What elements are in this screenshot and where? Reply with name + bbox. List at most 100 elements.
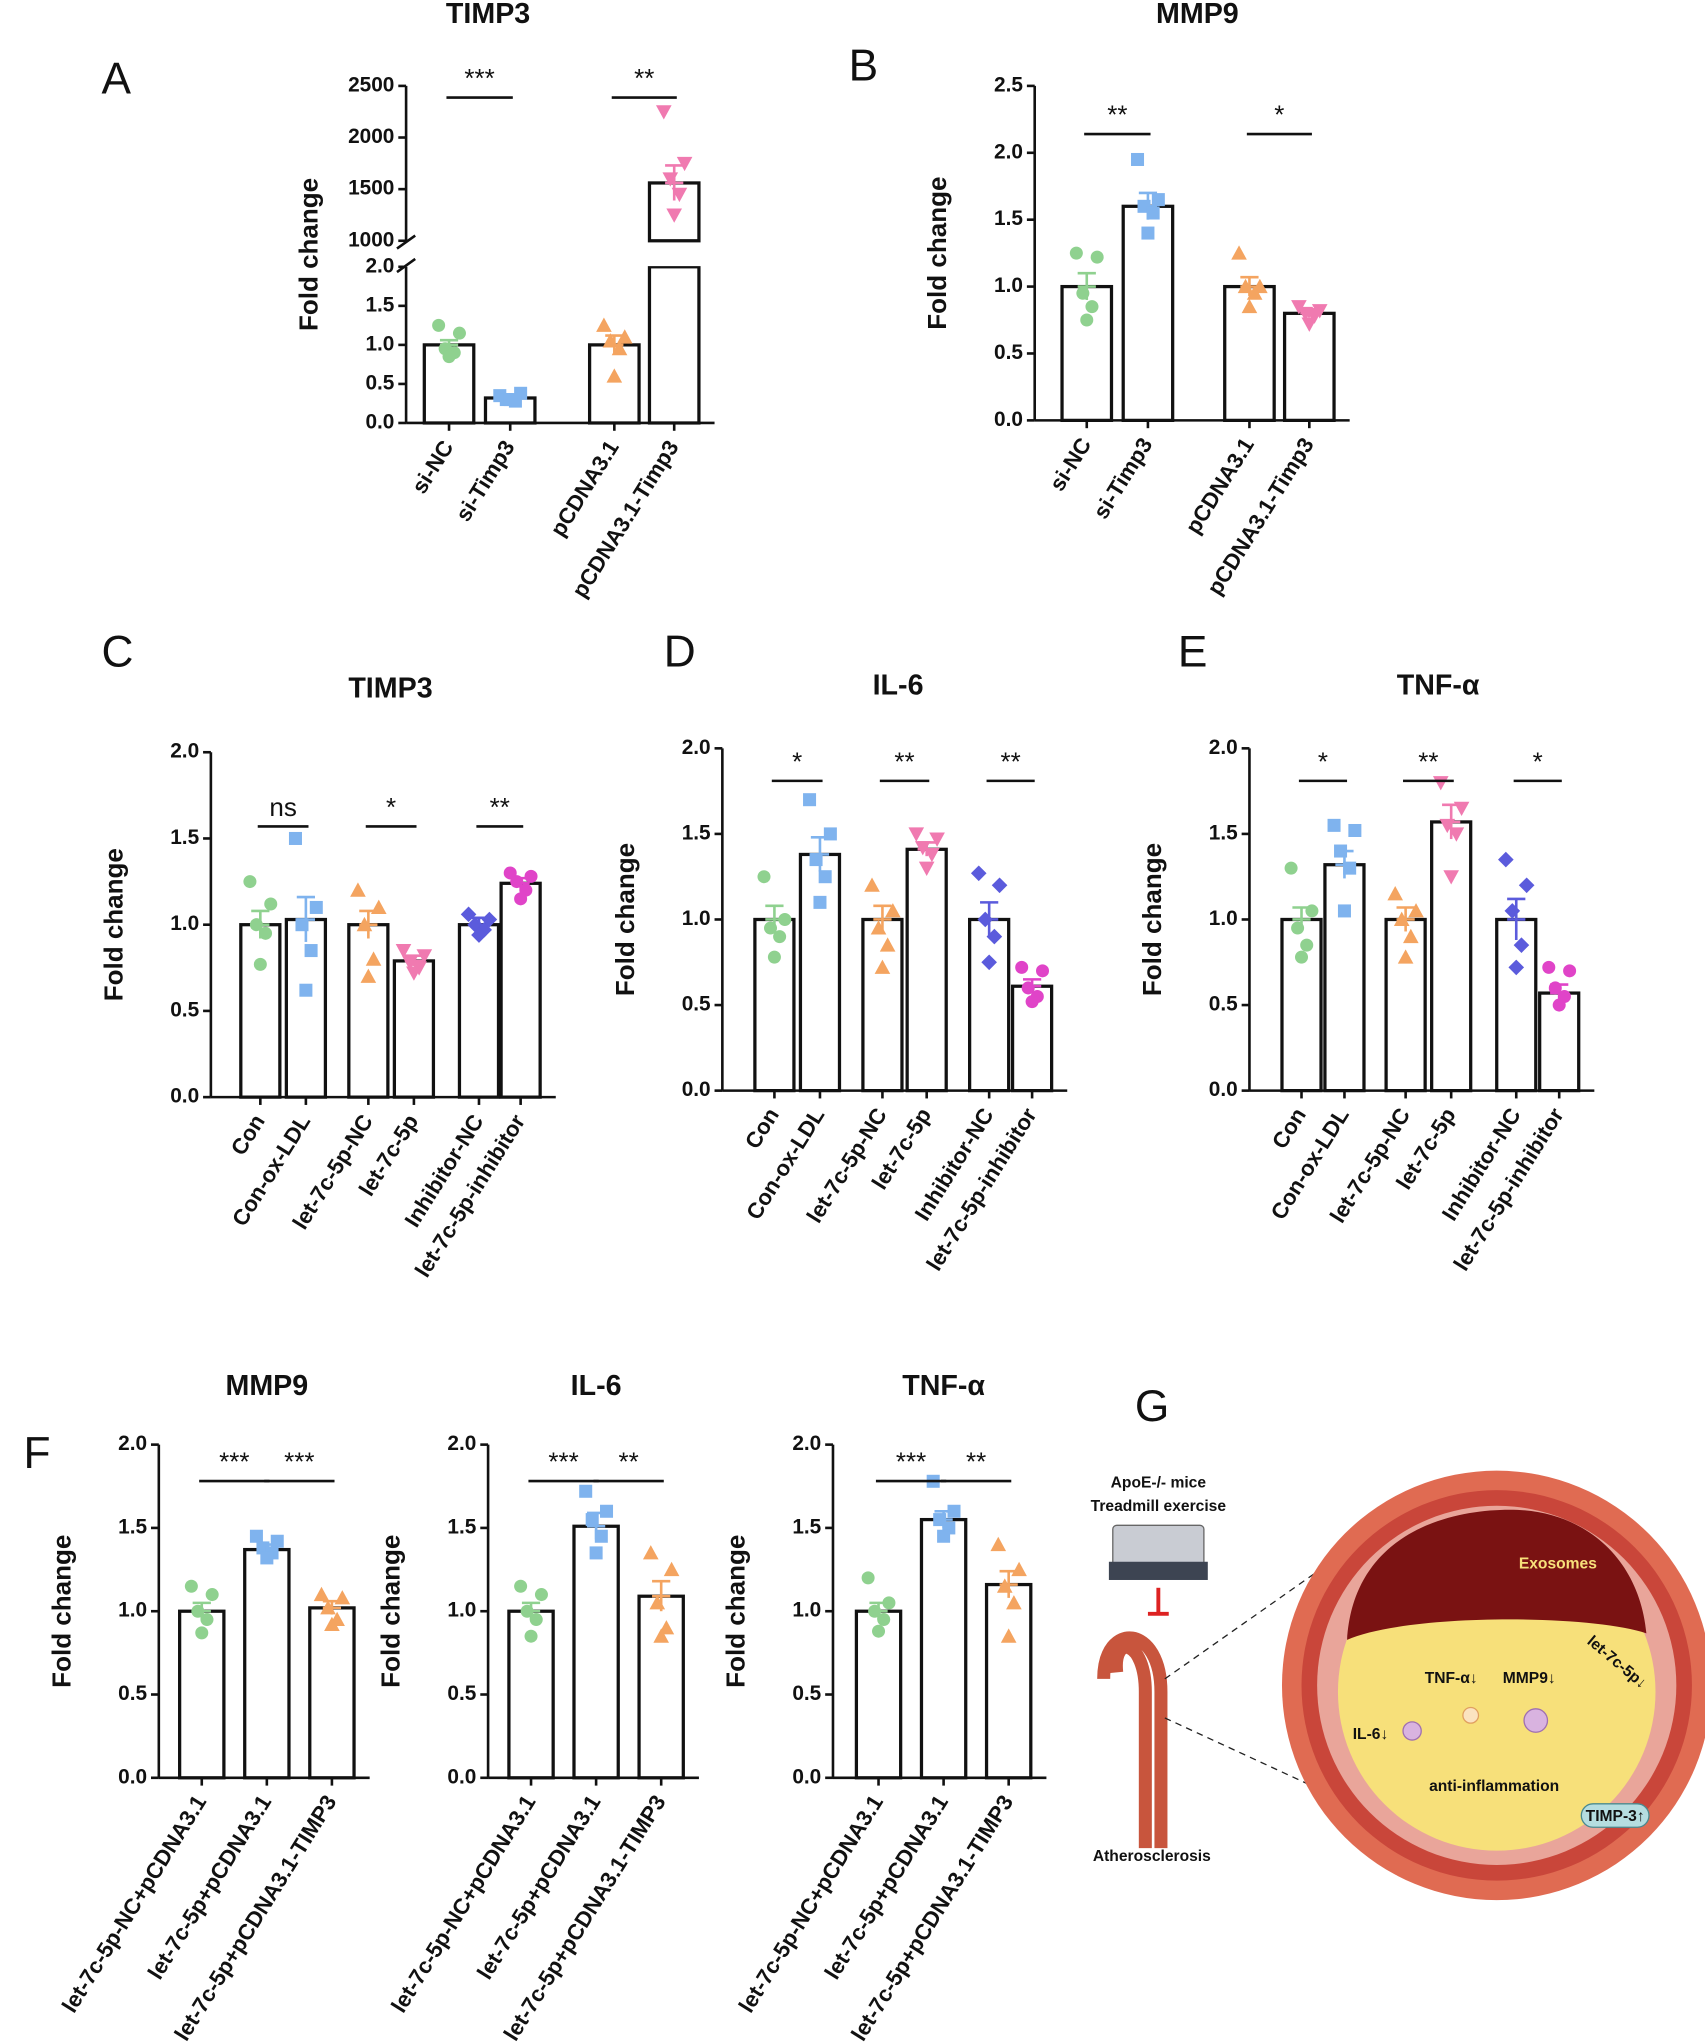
y-tick-label: 0.5 (1209, 993, 1238, 1016)
chart-title: TNF-α (902, 1370, 985, 1402)
point (1305, 904, 1319, 918)
point (1403, 928, 1419, 944)
x-tick-label: pCDNA3.1-Timp3 (1202, 433, 1319, 599)
point (249, 918, 263, 932)
aorta (1097, 1631, 1168, 1849)
point (295, 918, 309, 932)
point (977, 911, 994, 928)
point (1300, 938, 1314, 952)
point (649, 1595, 666, 1610)
timp3-label: TIMP-3↑ (1586, 1808, 1645, 1825)
bar (798, 852, 842, 1093)
point (653, 1628, 669, 1643)
chart-title: TIMP3 (446, 0, 530, 30)
y-tick-label: 2000 (348, 125, 394, 148)
point (908, 827, 925, 842)
point (1025, 995, 1039, 1009)
y-axis-label: Fold change (610, 843, 640, 996)
panel-letter: B (849, 42, 879, 91)
point (655, 105, 672, 120)
significance-label: * (1533, 746, 1543, 776)
point (885, 903, 901, 918)
point (589, 1546, 603, 1560)
y-tick-label: 0.0 (170, 1085, 199, 1108)
point (803, 793, 817, 807)
point (809, 853, 823, 867)
y-tick-label: 0.5 (118, 1682, 147, 1705)
point (879, 937, 896, 952)
point (259, 926, 273, 940)
y-tick-label: 2.0 (118, 1432, 147, 1455)
point (313, 1586, 330, 1602)
chart-title: MMP9 (1156, 0, 1239, 30)
point (918, 861, 935, 876)
exosomes-label: Exosomes (1519, 1555, 1597, 1572)
bar (1323, 863, 1366, 1093)
panel-letter: C (102, 627, 134, 676)
point (663, 1561, 680, 1577)
y-tick-label: 1.0 (792, 1599, 821, 1622)
timp3-badge (1580, 1803, 1650, 1828)
y-axis-label: Fold change (922, 177, 952, 330)
point (270, 1534, 284, 1548)
y-tick-label: 2.0 (682, 736, 711, 759)
significance-label: *** (284, 1447, 314, 1477)
point (1241, 298, 1258, 314)
point (981, 954, 997, 971)
point (200, 1613, 214, 1627)
point (184, 1579, 198, 1593)
point (304, 944, 318, 958)
bar (905, 847, 948, 1093)
panel-letter: G (1135, 1382, 1169, 1431)
point (460, 906, 477, 923)
y-tick-label: 2.0 (994, 140, 1023, 163)
point (1141, 226, 1155, 240)
point (600, 1504, 614, 1518)
point (671, 187, 688, 203)
point (924, 847, 940, 863)
y-tick-label: 1.5 (994, 207, 1023, 230)
point (334, 1590, 351, 1605)
point (524, 869, 538, 883)
bar (919, 1517, 968, 1780)
bar (984, 1582, 1033, 1780)
point (990, 1536, 1007, 1552)
y-tick-label: 1.0 (994, 274, 1023, 297)
y-tick-label: 0.0 (118, 1765, 147, 1788)
chart-title: TNF-α (1397, 670, 1480, 702)
y-tick-label: 2500 (348, 73, 394, 96)
point (666, 208, 683, 223)
bar (347, 923, 390, 1099)
point (1439, 818, 1456, 834)
point (370, 899, 387, 914)
point (914, 841, 931, 856)
y-tick-label: 1.5 (682, 821, 711, 844)
y-tick-label: 1.0 (682, 907, 711, 930)
dash-line (1164, 1554, 1341, 1680)
mmp9-label: MMP9↓ (1503, 1670, 1556, 1687)
tnf-label: TNF-α↓ (1425, 1670, 1478, 1687)
x-tick-label: si-Timp3 (450, 436, 519, 526)
x-tick-label: si-Timp3 (1088, 433, 1157, 523)
point (243, 875, 257, 889)
y-tick-label: 2.0 (170, 740, 199, 763)
y-tick-label: 1.0 (1209, 907, 1238, 930)
point (764, 921, 778, 935)
point (1000, 1628, 1017, 1643)
bar (587, 343, 641, 425)
bar (392, 959, 436, 1099)
bar (861, 917, 904, 1093)
significance-label: *** (464, 63, 494, 93)
point (350, 882, 366, 897)
x-tick-label: Con (740, 1103, 784, 1153)
point (191, 1604, 205, 1618)
axis-break (396, 234, 416, 250)
point (991, 877, 1008, 894)
significance-label: ** (1001, 746, 1021, 776)
point (514, 892, 528, 906)
point (1085, 300, 1099, 314)
point (1337, 904, 1351, 918)
panel-letter: F (23, 1429, 50, 1478)
point (870, 920, 887, 935)
cell (1523, 1708, 1549, 1733)
